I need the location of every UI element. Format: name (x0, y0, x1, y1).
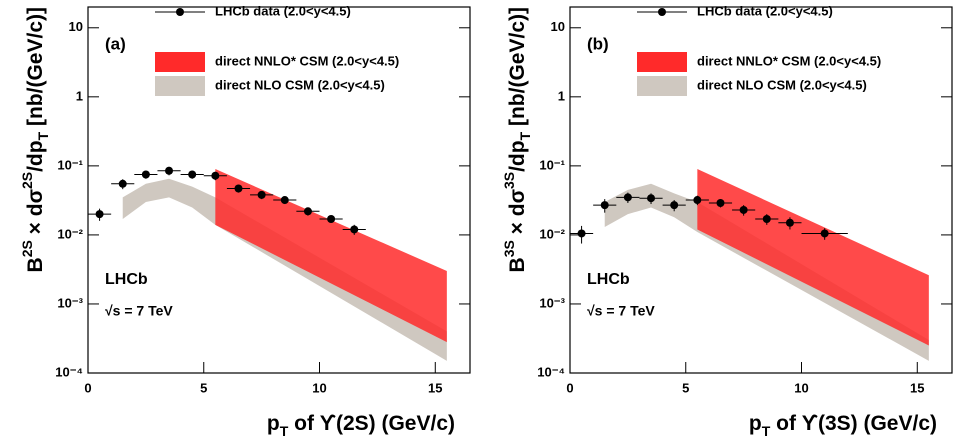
legend-swatch (155, 52, 205, 72)
experiment-label: LHCb (105, 271, 148, 288)
y-axis-label: B3S × dσ3S/dpT [nb/(GeV/c)] (501, 7, 533, 272)
x-tick-label: 0 (566, 380, 573, 395)
y-label-part: /dp (506, 140, 529, 172)
data-point (820, 229, 829, 238)
x-tick-label: 0 (84, 380, 91, 395)
energy-label: √s = 7 TeV (587, 303, 655, 319)
y-tick-label: 1 (76, 88, 83, 103)
y-tick-label: 10⁻⁴ (537, 364, 565, 379)
legend-label: direct NNLO* CSM (2.0<y<4.5) (215, 53, 399, 68)
x-tick-label: 5 (200, 380, 207, 395)
x-axis-label: pT of ϒ(2S) (GeV/c) (267, 412, 455, 439)
data-point (118, 179, 127, 188)
y-label-part: /dp (24, 140, 47, 172)
y-label-part: × dσ (24, 189, 47, 240)
data-point (577, 229, 586, 238)
x-label-part: p (749, 412, 762, 435)
experiment-label: LHCb (587, 271, 630, 288)
data-point (141, 170, 150, 179)
theory-band (604, 183, 929, 361)
x-tick-label: 15 (910, 380, 924, 395)
y-label-part: [nb/(GeV/c)] (24, 7, 47, 132)
theory-band (697, 169, 929, 346)
theory-band (122, 178, 447, 361)
panel-label: (b) (587, 34, 609, 53)
legend-swatch (637, 52, 687, 72)
y-tick-label: 10 (551, 19, 565, 34)
data-point (600, 201, 609, 210)
x-label-part: of ϒ(2S) (GeV/c) (288, 412, 455, 435)
legend-label: direct NNLO* CSM (2.0<y<4.5) (697, 53, 881, 68)
y-tick-label: 1 (558, 88, 565, 103)
y-axis-label: B2S × dσ2S/dpT [nb/(GeV/c)] (19, 7, 51, 272)
legend-label: direct NLO CSM (2.0<y<4.5) (697, 77, 867, 92)
y-tick-label: 10⁻⁴ (55, 364, 83, 379)
y-label-part: [nb/(GeV/c)] (506, 7, 529, 132)
data-point (739, 205, 748, 214)
y-label-part: B (24, 257, 47, 272)
x-axis-label: pT of ϒ(3S) (GeV/c) (749, 412, 937, 439)
data-point (188, 170, 197, 179)
y-label-part: B (506, 257, 529, 272)
x-label-part: T (762, 423, 771, 439)
data-point (647, 194, 656, 203)
legend-swatch (155, 76, 205, 96)
data-point (234, 184, 243, 193)
y-tick-label: 10⁻¹ (539, 157, 565, 172)
data-point (762, 215, 771, 224)
data-point (350, 225, 359, 234)
data-point (211, 171, 220, 180)
x-tick-label: 10 (794, 380, 808, 395)
energy-label: √s = 7 TeV (105, 303, 173, 319)
data-point (257, 190, 266, 199)
data-point (280, 196, 289, 205)
legend-swatch (637, 76, 687, 96)
data-point (716, 198, 725, 207)
data-point (95, 210, 104, 219)
y-label-part: 3S (501, 172, 517, 189)
data-point (693, 196, 702, 205)
y-label-part: T (35, 131, 51, 140)
legend-label: direct NLO CSM (2.0<y<4.5) (215, 77, 385, 92)
data-point (785, 218, 794, 227)
panel-label: (a) (105, 34, 126, 53)
data-point (623, 193, 632, 202)
x-label-part: T (280, 423, 289, 439)
data-point (303, 207, 312, 216)
data-point (327, 215, 336, 224)
x-tick-label: 15 (428, 380, 442, 395)
y-label-part: 2S (19, 240, 35, 257)
theory-band (215, 169, 447, 343)
x-tick-label: 10 (312, 380, 326, 395)
legend-marker (658, 8, 666, 16)
x-label-part: p (267, 412, 280, 435)
legend-marker (176, 8, 184, 16)
y-tick-label: 10⁻² (539, 226, 565, 241)
y-tick-label: 10 (69, 19, 83, 34)
y-tick-label: 10⁻¹ (57, 157, 83, 172)
plot-frame (87, 6, 471, 374)
y-label-part: × dσ (506, 189, 529, 240)
y-label-part: T (517, 131, 533, 140)
y-tick-label: 10⁻² (57, 226, 83, 241)
y-tick-label: 10⁻³ (539, 295, 565, 310)
legend-label: LHCb data (2.0<y<4.5) (697, 3, 833, 18)
legend-label: LHCb data (2.0<y<4.5) (215, 3, 351, 18)
y-label-part: 2S (19, 172, 35, 189)
y-tick-label: 10⁻³ (57, 295, 83, 310)
data-point (165, 166, 174, 175)
plot-frame (569, 6, 953, 374)
x-tick-label: 5 (682, 380, 689, 395)
x-label-part: of ϒ(3S) (GeV/c) (770, 412, 937, 435)
y-label-part: 3S (501, 240, 517, 257)
data-point (670, 201, 679, 210)
